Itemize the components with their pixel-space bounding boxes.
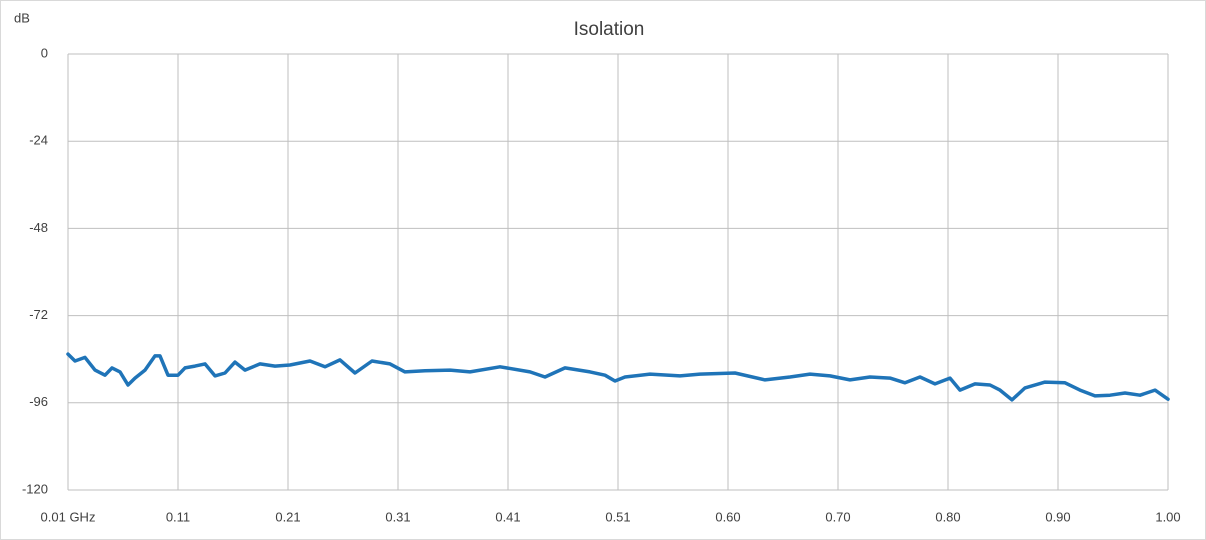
y-tick-label: -72 [29,307,48,322]
y-tick-label: 0 [41,45,48,60]
x-tick-label: 0.90 [1045,509,1070,524]
x-tick-label: 1.00 [1155,509,1180,524]
x-tick-label: 0.41 [495,509,520,524]
data-line [66,352,1170,402]
x-tick-label: 0.01 GHz [41,509,96,524]
x-tick-label: 0.51 [605,509,630,524]
y-tick-label: -24 [29,133,48,148]
x-tick-label: 0.80 [935,509,960,524]
y-tick-label: -96 [29,394,48,409]
y-tick-label: -48 [29,220,48,235]
x-tick-label: 0.70 [825,509,850,524]
x-tick-label: 0.60 [715,509,740,524]
y-tick-label: -120 [22,481,48,496]
y-axis-label: dB [14,10,30,25]
chart-title: Isolation [574,19,645,40]
x-tick-label: 0.21 [275,509,300,524]
x-tick-label: 0.11 [166,509,190,524]
x-tick-label: 0.31 [385,509,410,524]
